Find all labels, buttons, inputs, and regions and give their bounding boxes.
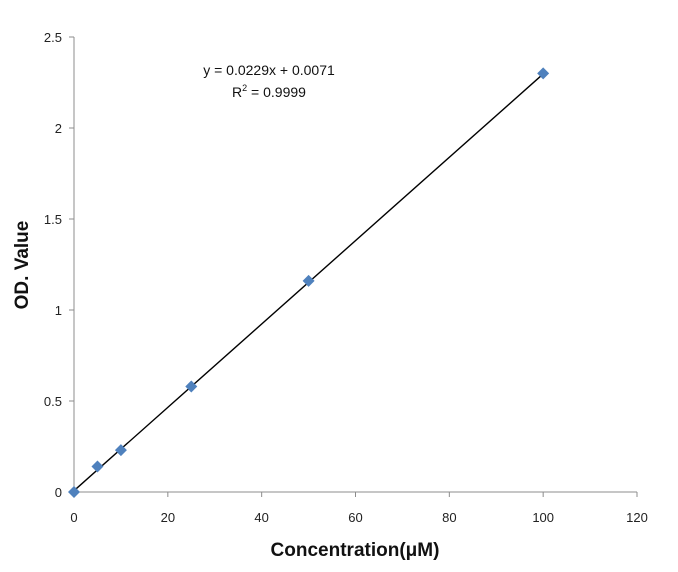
y-tick-label: 0.5 (44, 394, 62, 409)
x-tick-label: 20 (161, 510, 175, 525)
x-tick-label: 80 (442, 510, 456, 525)
y-tick-label: 0 (55, 485, 62, 500)
r-squared-superscript: 2 (242, 83, 247, 93)
data-point (114, 444, 127, 457)
x-tick-label: 100 (532, 510, 554, 525)
x-axis-title: Concentration(μM) (271, 540, 440, 561)
y-tick-label: 1.5 (44, 212, 62, 227)
r-squared-prefix: R (232, 84, 242, 100)
y-axis-title: OD. Value (12, 221, 33, 310)
y-ticks: 0 0.5 1 1.5 2 2.5 (44, 30, 74, 500)
x-ticks: 0 20 40 60 80 100 120 (70, 492, 648, 525)
data-point (302, 274, 315, 287)
r-squared-label: R2 = 0.9999 (232, 83, 306, 100)
x-tick-label: 120 (626, 510, 648, 525)
data-points (68, 67, 550, 498)
x-tick-label: 60 (348, 510, 362, 525)
x-tick-label: 40 (254, 510, 268, 525)
data-point (185, 380, 198, 393)
plot-area: 0 0.5 1 1.5 2 2.5 0 20 40 60 80 100 120 (44, 30, 648, 525)
r-squared-value: = 0.9999 (247, 84, 306, 100)
y-tick-label: 2 (55, 121, 62, 136)
y-tick-label: 2.5 (44, 30, 62, 45)
y-tick-label: 1 (55, 303, 62, 318)
data-point (68, 486, 80, 498)
equation-label: y = 0.0229x + 0.0071 (203, 62, 335, 78)
data-point (91, 460, 104, 473)
data-point (537, 67, 550, 80)
x-tick-label: 0 (70, 510, 77, 525)
